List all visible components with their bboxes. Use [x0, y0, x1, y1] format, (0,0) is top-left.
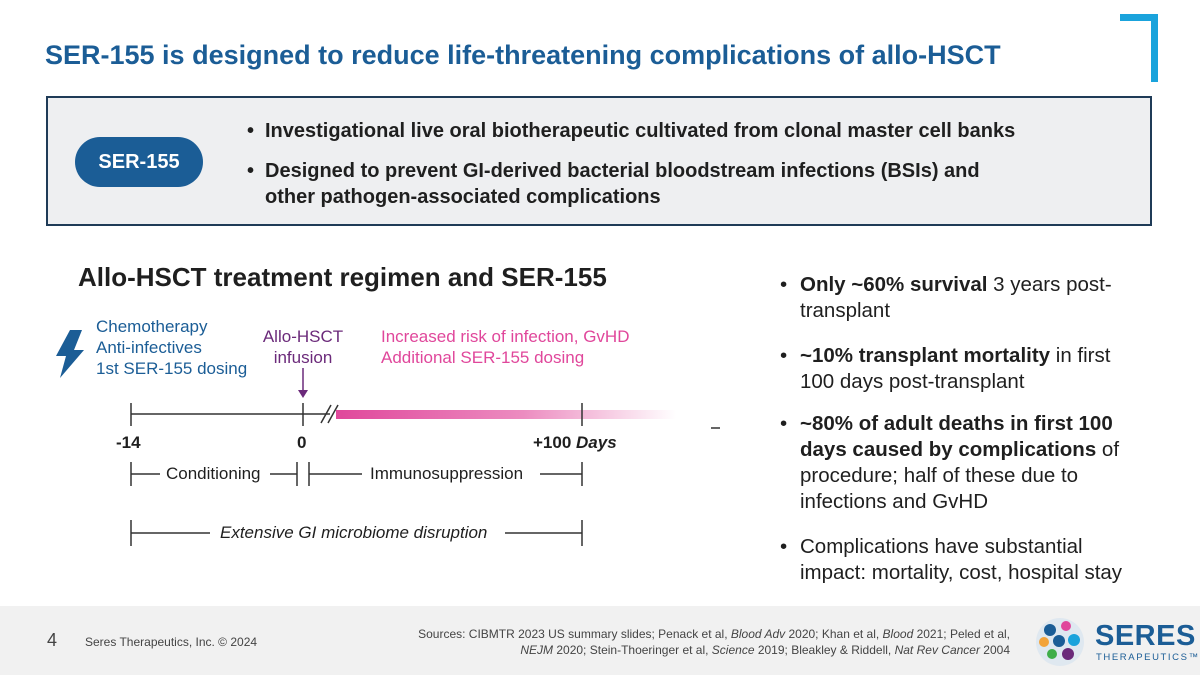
timeline-diagram [56, 330, 720, 546]
seres-logo-subtext: THERAPEUTICS™ [1096, 652, 1200, 663]
tick-label-minus14: -14 [116, 433, 141, 452]
page-number: 4 [47, 630, 58, 650]
axis-break-1 [320, 404, 332, 424]
right-bullet-4: • Complications have substantial impact: m… [780, 535, 1123, 584]
footer-bar [0, 606, 1200, 675]
right-bullet-3: • ~80% of adult deaths in first 100 days c… [780, 412, 1120, 513]
tick-label-100: +100 Days [533, 433, 617, 452]
seres-logo-icon [1036, 618, 1084, 666]
page-title: SER-155 is designed to reduce life-threa… [45, 40, 1001, 70]
right-bullet-2: • ~10% transplant mortality in first 100 d… [780, 344, 1111, 393]
lightning-icon [56, 330, 84, 378]
corner-accent-vertical [1151, 14, 1158, 82]
phase-immunosuppression: Immunosuppression [370, 464, 524, 483]
corner-accent-horizontal [1120, 14, 1158, 21]
axis-break-2 [327, 404, 339, 424]
disruption-label: Extensive GI microbiome disruption [220, 523, 488, 542]
summary-box [46, 96, 1152, 226]
risk-gradient-bar [336, 410, 676, 419]
summary-bullet-2: • Designed to prevent GI-derived bacteria… [247, 160, 980, 208]
tick-label-0: 0 [297, 433, 307, 452]
risk-labels: Increased risk of infection, GvHD Additi… [381, 327, 630, 367]
infusion-arrow-head [298, 390, 308, 398]
section-subtitle: Allo-HSCT treatment regimen and SER-155 [78, 262, 607, 292]
sources: Sources: CIBMTR 2023 US summary slides; … [418, 627, 1010, 657]
copyright: Seres Therapeutics, Inc. © 2024 [85, 635, 258, 649]
seres-logo-text: SERES [1095, 620, 1196, 652]
phase-conditioning: Conditioning [166, 464, 261, 483]
right-bullet-1: • Only ~60% survival 3 years post-transpl… [780, 273, 1112, 322]
summary-bullet-1: • Investigational live oral biotherapeuti… [247, 120, 1016, 142]
left-labels: Chemotherapy Anti-infectives 1st SER-155… [96, 317, 248, 378]
infusion-label: Allo-HSCT infusion [262, 327, 344, 367]
ser155-pill: SER-155 [75, 137, 203, 187]
